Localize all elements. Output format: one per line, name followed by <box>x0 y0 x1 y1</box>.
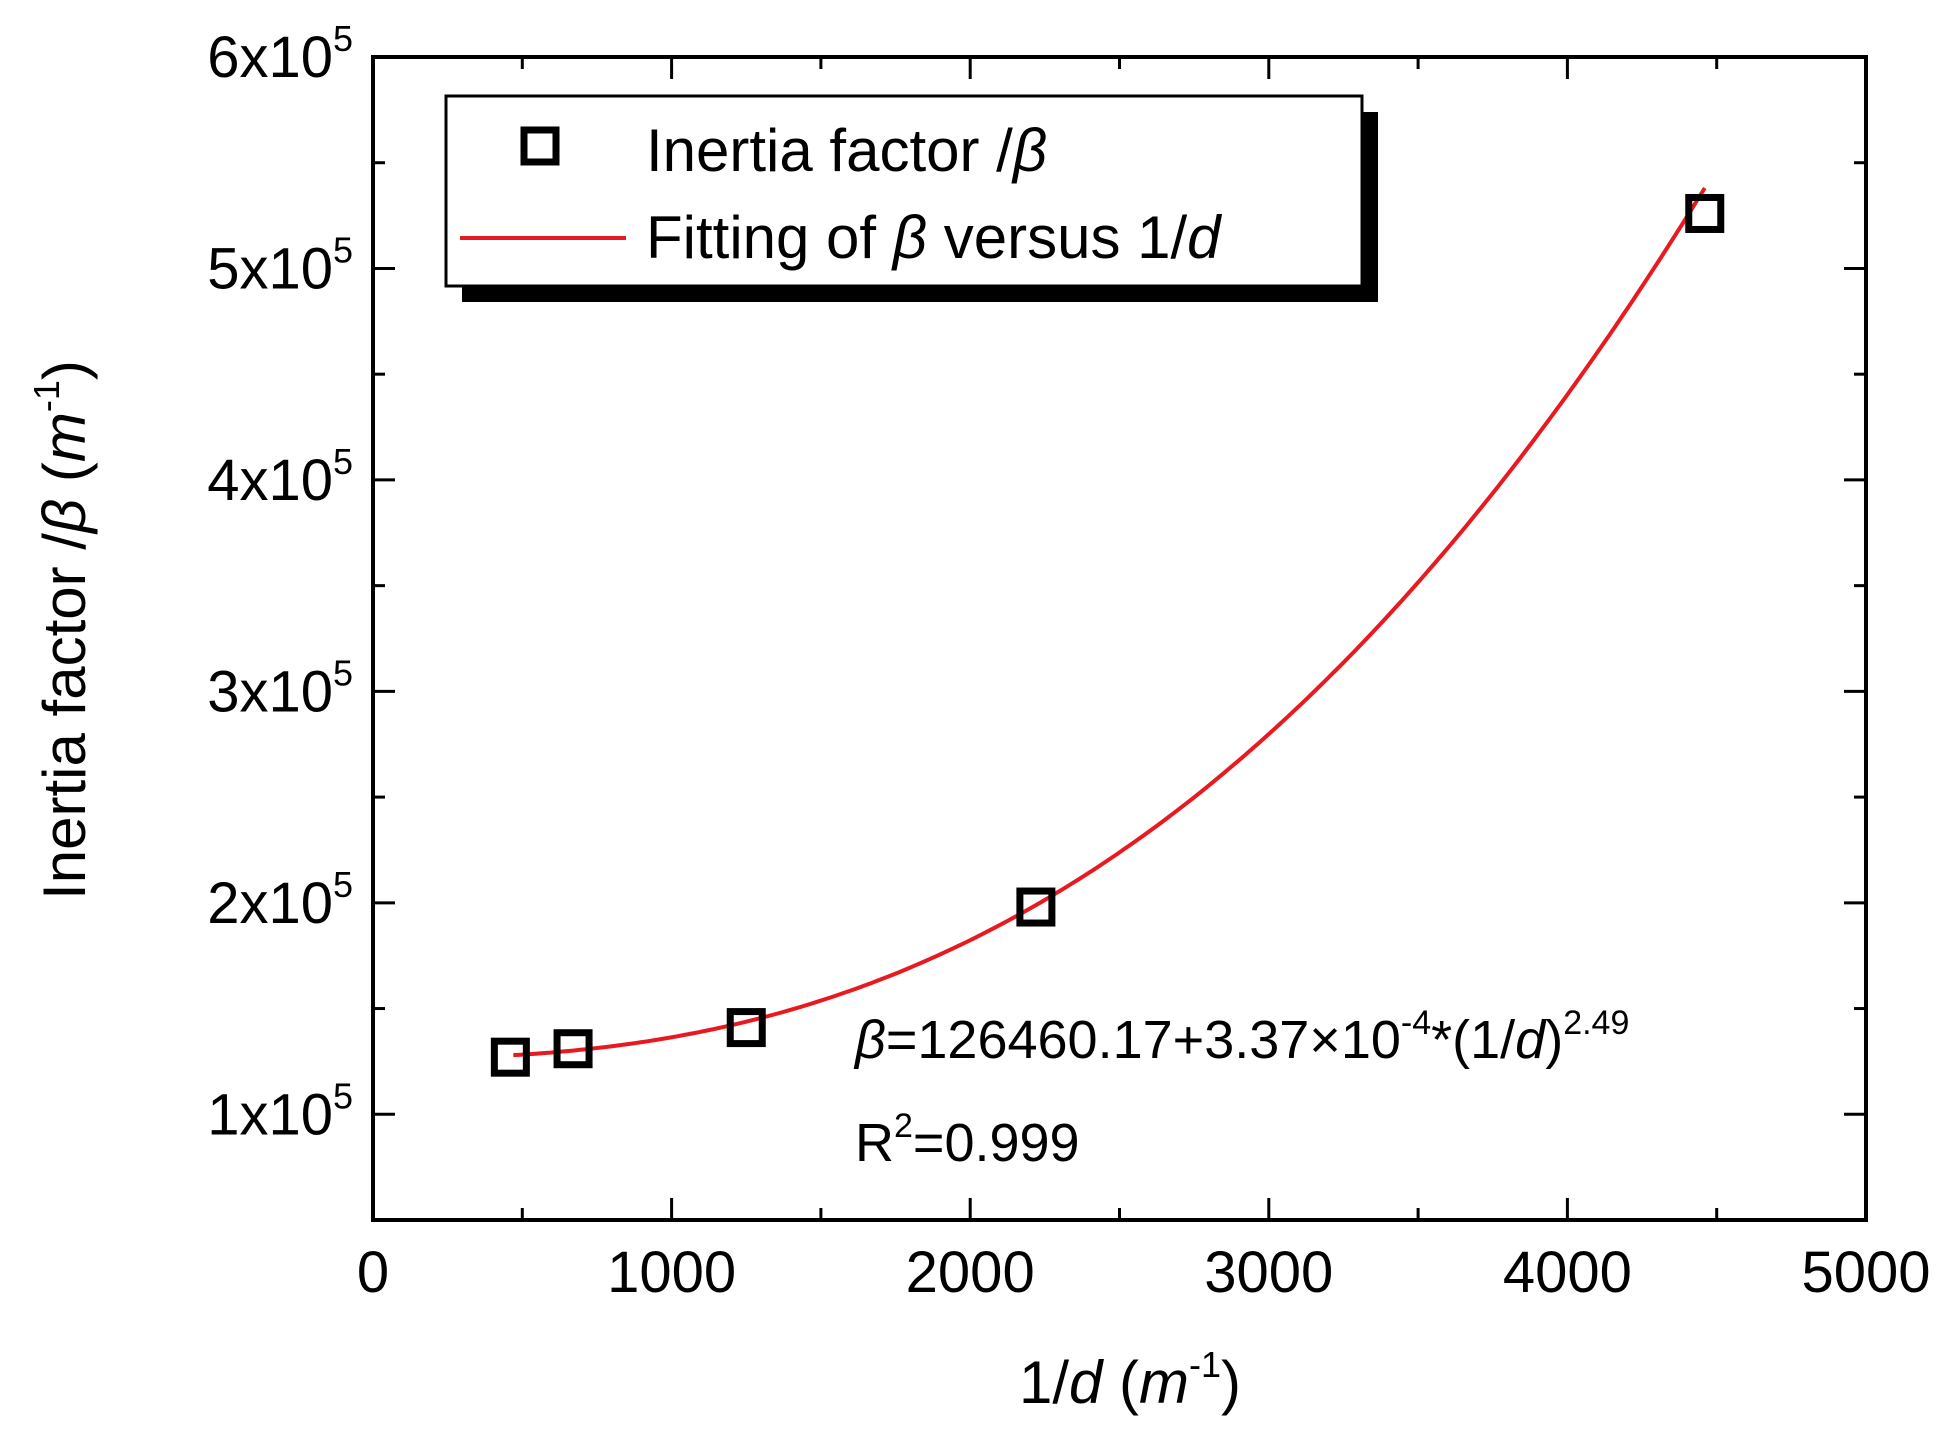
r2-exp: 2 <box>894 1107 913 1145</box>
legend-entry-fit: Fitting of β versus 1/d <box>646 204 1222 271</box>
legend-entry-fit-var: β <box>891 204 927 271</box>
plot-frame <box>371 55 1868 1222</box>
data-point <box>1685 193 1725 233</box>
data-points <box>490 193 1725 1077</box>
data-point <box>553 1029 593 1069</box>
legend-entry-fit-prefix: Fitting of <box>646 204 893 271</box>
data-point <box>490 1037 530 1077</box>
y-tick-label: 1x105 <box>207 1075 353 1147</box>
legend-box <box>444 94 1364 288</box>
x-tick-label: 0 <box>357 1240 389 1305</box>
legend-entry-fit-var2: d <box>1187 204 1222 271</box>
legend-entry-data: Inertia factor /β <box>646 117 1047 184</box>
legend-entry-fit-suffix: versus 1/ <box>927 204 1187 271</box>
x-axis-title-prefix: 1/ <box>1019 1349 1069 1416</box>
legend: Inertia factor /β Fitting of β versus 1/… <box>444 94 1378 302</box>
eq-var2: d <box>1515 1010 1547 1070</box>
x-axis-title: 1/d (m-1) <box>1019 1344 1241 1416</box>
y-tick-label: 5x105 <box>207 229 353 301</box>
y-tick-label: 4x105 <box>207 441 353 513</box>
y-tick-label-mantissa: 5x10 <box>207 236 333 301</box>
y-tick-label-exponent: 5 <box>333 864 353 905</box>
x-tick-labels: 0 1000 2000 3000 4000 5000 <box>357 1240 1931 1305</box>
eq-body: =126460.17+3.37×10 <box>886 1010 1401 1070</box>
y-tick-label-exponent: 5 <box>333 18 353 59</box>
fit-curve <box>513 186 1707 1058</box>
x-axis-title-exp: -1 <box>1189 1344 1221 1385</box>
x-tick-label: 4000 <box>1503 1240 1632 1305</box>
y-tick-label-exponent: 5 <box>333 1075 353 1116</box>
y-axis-title-prefix: Inertia factor / <box>31 533 98 900</box>
eq-var: β <box>853 1010 886 1070</box>
x-axis-title-unit: m <box>1139 1349 1189 1416</box>
eq-exp: -4 <box>1401 1004 1431 1042</box>
y-axis-title-unit: m <box>31 412 98 462</box>
legend-marker-square <box>520 126 560 166</box>
y-tick-label-mantissa: 1x10 <box>207 1082 333 1147</box>
y-tick-label-mantissa: 6x10 <box>207 25 333 90</box>
x-tick-label: 1000 <box>607 1240 736 1305</box>
fit-line-group <box>513 186 1707 1058</box>
fit-annotation: β=126460.17+3.37×10-4*(1/d)2.49 R2=0.999 <box>853 1004 1629 1173</box>
legend-entry-data-var: β <box>1011 117 1047 184</box>
r2-label: R <box>855 1113 894 1173</box>
x-tick-label: 3000 <box>1204 1240 1333 1305</box>
data-point <box>726 1008 766 1048</box>
y-tick-label-exponent: 5 <box>333 652 353 693</box>
y-axis-title-open: ( <box>31 462 98 499</box>
y-tick-label-mantissa: 2x10 <box>207 871 333 936</box>
y-axis-title-var: β <box>31 499 98 535</box>
y-tick-label-mantissa: 4x10 <box>207 448 333 513</box>
y-tick-label: 6x105 <box>207 18 353 90</box>
y-tick-label-exponent: 5 <box>333 441 353 482</box>
eq-mid: *(1/ <box>1431 1010 1515 1070</box>
y-axis-title-close: ) <box>31 360 98 380</box>
fit-equation: β=126460.17+3.37×10-4*(1/d)2.49 <box>853 1004 1629 1070</box>
x-axis-title-open: ( <box>1102 1349 1139 1416</box>
x-tick-label: 2000 <box>906 1240 1035 1305</box>
y-tick-label-exponent: 5 <box>333 229 353 270</box>
y-axis-title-exp: -1 <box>26 380 67 412</box>
eq-pow: 2.49 <box>1563 1004 1629 1042</box>
eq-close: ) <box>1545 1010 1563 1070</box>
legend-entry-data-prefix: Inertia factor / <box>646 117 1013 184</box>
x-tick-label: 5000 <box>1801 1240 1930 1305</box>
x-axis-title-var: d <box>1069 1349 1104 1416</box>
x-axis-title-close: ) <box>1221 1349 1241 1416</box>
r2-value: =0.999 <box>913 1113 1080 1173</box>
y-tick-label-mantissa: 3x10 <box>207 659 333 724</box>
y-tick-label: 3x105 <box>207 652 353 724</box>
y-axis-title: Inertia factor /β (m-1) <box>26 360 98 900</box>
data-point <box>1016 887 1056 927</box>
r-squared: R2=0.999 <box>855 1107 1080 1173</box>
y-tick-label: 2x105 <box>207 864 353 936</box>
